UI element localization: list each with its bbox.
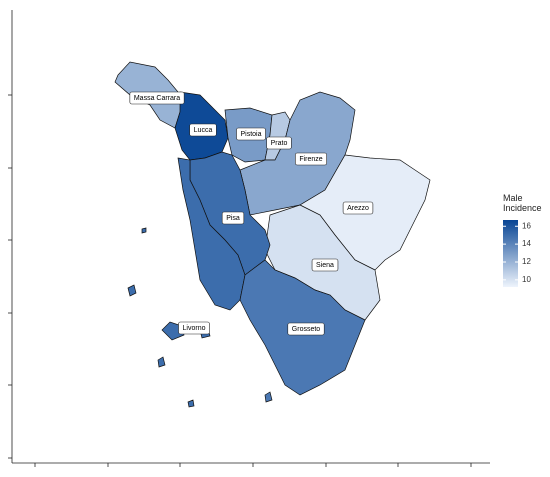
axes bbox=[8, 10, 490, 467]
label-box bbox=[189, 123, 217, 137]
label-box bbox=[129, 91, 185, 105]
colorbar-label: 12 bbox=[522, 257, 531, 266]
colorbar-label: 16 bbox=[522, 221, 531, 230]
label-box bbox=[287, 322, 325, 336]
label-box bbox=[295, 152, 327, 166]
labels: Massa Carrara Lucca Pistoia Prato Firenze Are… bbox=[129, 91, 374, 336]
colorbar-label: 10 bbox=[522, 275, 531, 284]
label-box bbox=[178, 321, 210, 335]
region-label: Pistoia bbox=[240, 131, 261, 138]
legend-title: Male Incidence bbox=[503, 193, 542, 213]
region-label: Pisa bbox=[226, 215, 240, 222]
region-label: Massa Carrara bbox=[134, 95, 180, 102]
colorbar bbox=[503, 220, 518, 287]
region-label: Livorno bbox=[183, 325, 206, 332]
label-box bbox=[266, 136, 292, 150]
region-label: Siena bbox=[316, 262, 334, 269]
label-box bbox=[221, 211, 245, 225]
region-label: Lucca bbox=[194, 127, 213, 134]
label-box bbox=[311, 258, 339, 272]
colorbar-label: 14 bbox=[522, 239, 531, 248]
label-box bbox=[342, 201, 374, 215]
region-label: Prato bbox=[271, 140, 288, 147]
region-label: Grosseto bbox=[292, 326, 321, 333]
legend: 10 12 14 16 bbox=[503, 220, 531, 287]
regions bbox=[114, 61, 431, 408]
label-box bbox=[236, 127, 266, 141]
region-label: Arezzo bbox=[347, 205, 369, 212]
region-label: Firenze bbox=[299, 156, 322, 163]
